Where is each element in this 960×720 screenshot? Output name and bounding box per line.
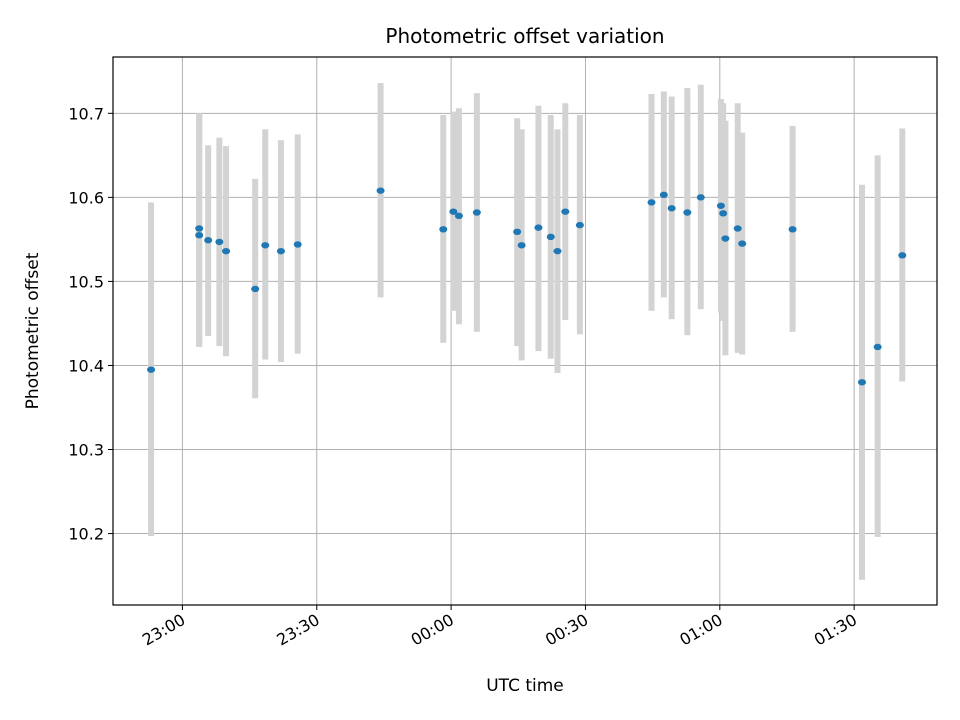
data-point <box>195 231 204 239</box>
data-point <box>276 247 285 255</box>
data-point <box>293 241 302 248</box>
y-tick-label: 10.2 <box>68 525 104 544</box>
data-point <box>472 209 481 216</box>
data-point <box>439 226 448 233</box>
plot-frame <box>112 56 938 606</box>
data-point <box>222 247 231 255</box>
data-point <box>561 208 570 215</box>
data-point <box>546 233 555 241</box>
data-point <box>204 237 213 244</box>
data-point <box>659 191 668 199</box>
data-point <box>647 199 656 206</box>
chart-title: Photometric offset variation <box>385 24 664 48</box>
data-point <box>696 194 705 201</box>
data-point <box>716 202 725 209</box>
data-point <box>449 208 458 215</box>
y-tick-label: 10.6 <box>68 188 104 207</box>
data-point <box>251 285 260 293</box>
data-point <box>719 210 728 217</box>
data-point <box>513 228 522 236</box>
data-point <box>683 209 692 216</box>
data-point <box>788 226 797 233</box>
data-point <box>873 343 882 351</box>
x-axis-label: UTC time <box>486 676 564 696</box>
data-point <box>261 242 270 249</box>
data-point <box>147 366 156 373</box>
data-point <box>667 205 676 212</box>
data-point <box>376 187 385 194</box>
data-point <box>898 252 907 259</box>
data-point <box>575 221 584 229</box>
data-point <box>534 224 543 231</box>
data-point <box>721 235 730 242</box>
data-point <box>215 238 224 246</box>
y-tick-label: 10.7 <box>68 104 104 123</box>
data-point <box>195 225 204 232</box>
data-point <box>738 240 747 247</box>
data-point <box>553 247 562 255</box>
data-point <box>733 225 742 232</box>
y-tick-label: 10.5 <box>68 272 104 291</box>
y-axis-label: Photometric offset <box>23 252 43 409</box>
y-tick-label: 10.4 <box>68 356 104 375</box>
data-point <box>517 242 526 249</box>
data-point <box>857 379 866 386</box>
y-tick-label: 10.3 <box>68 441 104 460</box>
data-point <box>454 212 463 220</box>
data-points <box>147 187 907 386</box>
